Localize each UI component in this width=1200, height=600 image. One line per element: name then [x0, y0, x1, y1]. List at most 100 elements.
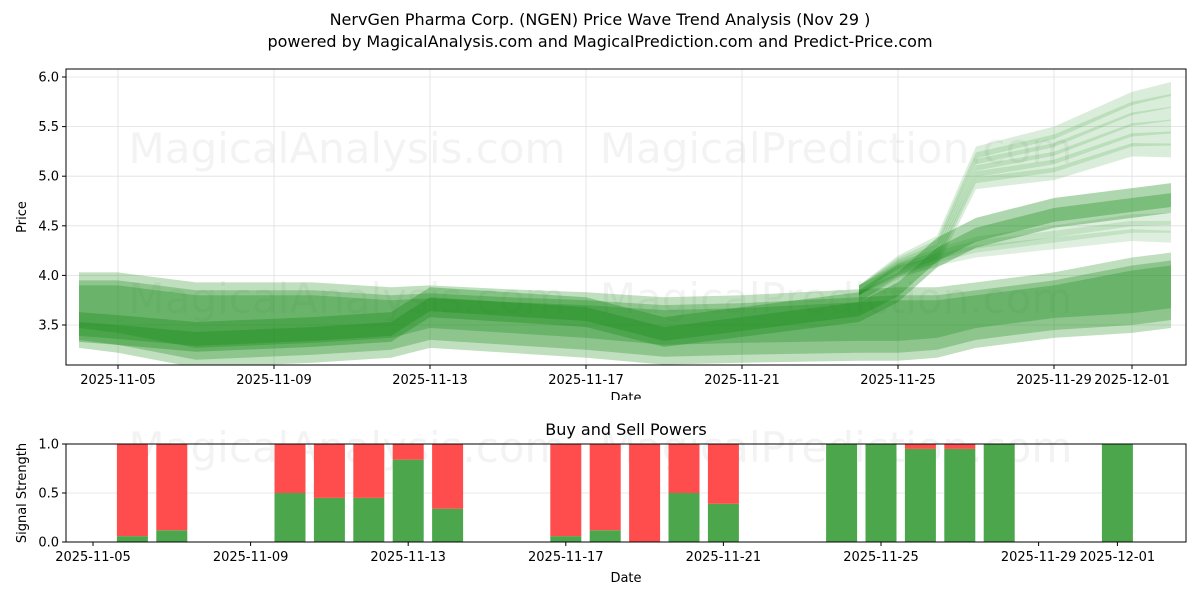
buy-power-bar	[944, 448, 976, 542]
x-tick-label: 2025-11-21	[704, 373, 780, 388]
sell-power-bar	[707, 444, 739, 504]
x-tick-label: 2025-11-17	[528, 550, 604, 565]
wave-band-outer	[79, 252, 1171, 365]
signal-bar	[826, 444, 858, 542]
y-axis-label: Price	[15, 201, 30, 233]
watermark: MagicalAnalysis.com	[129, 423, 566, 472]
buy-power-bar	[589, 530, 621, 542]
buy-power-bar	[707, 503, 739, 542]
signal-chart-title: Buy and Sell Powers	[545, 420, 707, 439]
watermark: MagicalPrediction.com	[600, 124, 1073, 173]
y-tick-label: 4.5	[38, 219, 59, 234]
x-tick-label: 2025-11-05	[55, 550, 131, 565]
wave-bands	[79, 81, 1171, 365]
sell-power-bar	[392, 444, 424, 460]
x-tick-label: 2025-11-21	[686, 550, 762, 565]
x-tick-label: 2025-11-13	[392, 373, 468, 388]
sell-power-bar	[116, 444, 148, 537]
y-tick-label: 5.5	[38, 120, 59, 135]
signal-bar	[944, 444, 976, 542]
wave-band-center	[79, 193, 1171, 346]
wave-band-lower	[79, 265, 1171, 348]
sell-power-bar	[904, 444, 936, 449]
buy-power-bar	[353, 497, 385, 542]
projection-band-high	[859, 106, 1171, 296]
price-wave-chart: MagicalAnalysis.com MagicalPrediction.com…	[15, 68, 1187, 400]
sell-power-bar	[274, 444, 306, 493]
projection-band-high	[859, 131, 1171, 296]
signal-bar	[668, 444, 700, 542]
x-tick-label: 2025-11-13	[370, 550, 446, 565]
chart-title: NervGen Pharma Corp. (NGEN) Price Wave T…	[329, 10, 871, 29]
projection-band-mid	[859, 212, 1171, 303]
chart-subtitle: powered by MagicalAnalysis.com and Magic…	[267, 32, 933, 51]
signal-bar	[589, 444, 621, 542]
x-axis-label: Date	[610, 571, 641, 586]
wave-band-core	[79, 183, 1171, 352]
signal-bar	[353, 444, 385, 542]
signal-bar	[983, 444, 1015, 542]
projection-band-high	[859, 143, 1171, 296]
y-tick-label: 5.0	[38, 170, 59, 185]
sell-power-bar	[629, 444, 661, 542]
y-tick-label: 3.5	[38, 319, 59, 334]
watermark: MagicalAnalysis.com	[129, 274, 566, 323]
sell-power-bar	[156, 444, 188, 531]
x-tick-label: 2025-11-25	[843, 550, 919, 565]
x-tick-label: 2025-11-25	[860, 373, 936, 388]
sell-power-bar	[432, 444, 464, 509]
signal-bar	[1101, 444, 1133, 542]
buy-power-bar	[156, 530, 188, 542]
projection-band-high	[859, 93, 1171, 296]
plot-frame	[65, 68, 1187, 366]
sell-power-bar	[313, 444, 345, 498]
sell-power-bar	[944, 444, 976, 449]
projection-band-mid	[859, 220, 1171, 303]
buy-power-bar	[865, 444, 897, 542]
projection-band-high	[859, 119, 1171, 296]
signal-bar	[550, 444, 582, 542]
signal-bar	[707, 444, 739, 542]
wave-band	[79, 260, 1171, 360]
sell-power-bar	[353, 444, 385, 498]
x-tick-label: 2025-11-29	[1016, 373, 1092, 388]
x-tick-label: 2025-11-09	[236, 373, 312, 388]
x-tick-label: 2025-11-17	[548, 373, 624, 388]
watermark: MagicalPrediction.com	[600, 274, 1073, 323]
signal-bar	[116, 444, 148, 542]
sell-power-bar	[589, 444, 621, 531]
buy-power-bar	[668, 493, 700, 542]
x-axis-label: Date	[610, 391, 641, 400]
buy-power-bar	[826, 444, 858, 542]
buy-power-bar	[274, 493, 306, 542]
y-axis-label: Signal Strength	[15, 443, 30, 543]
sell-power-bar	[668, 444, 700, 493]
buy-power-bar	[550, 536, 582, 542]
signal-bar	[904, 444, 936, 542]
x-tick-label: 2025-12-01	[1080, 550, 1156, 565]
x-tick-label: 2025-11-05	[80, 373, 156, 388]
x-tick-label: 2025-11-29	[1001, 550, 1077, 565]
x-tick-label: 2025-11-09	[213, 550, 289, 565]
buy-power-bar	[983, 444, 1015, 542]
signal-bar	[865, 444, 897, 542]
buy-power-bar	[313, 497, 345, 542]
signal-bar	[432, 444, 464, 542]
buy-power-bar	[432, 508, 464, 542]
projection-band-mid	[859, 229, 1171, 303]
signal-bar	[392, 444, 424, 542]
sell-power-bar	[550, 444, 582, 537]
watermark: MagicalAnalysis.com	[129, 124, 566, 173]
y-tick-label: 4.0	[38, 269, 59, 284]
y-tick-label: 0.0	[38, 536, 59, 551]
signal-bar	[629, 444, 661, 542]
buy-power-bar	[1101, 444, 1133, 542]
y-tick-label: 1.0	[38, 438, 59, 453]
buy-power-bar	[116, 536, 148, 542]
projection-band-high	[859, 81, 1171, 296]
y-tick-label: 0.5	[38, 487, 59, 502]
signal-bar	[274, 444, 306, 542]
signal-bar	[156, 444, 188, 542]
x-tick-label: 2025-12-01	[1094, 373, 1170, 388]
